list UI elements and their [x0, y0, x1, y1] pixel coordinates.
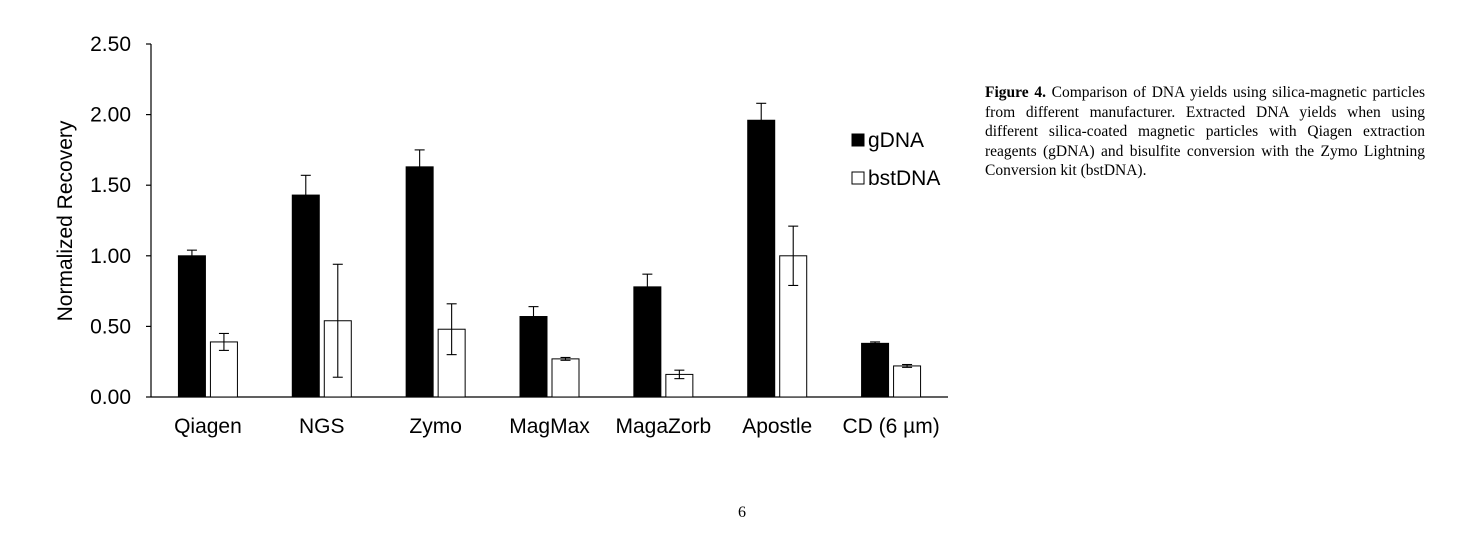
- x-tick-label: Zymo: [409, 415, 462, 438]
- error-bar: [528, 306, 539, 327]
- bar-gdna: [291, 194, 320, 398]
- error-bar: [332, 263, 343, 378]
- bar-gdna: [519, 316, 548, 398]
- legend: gDNA bstDNA: [851, 129, 940, 190]
- error-bar: [186, 249, 197, 262]
- error-bar: [414, 149, 425, 185]
- x-tick-label: CD (6 µm): [842, 415, 939, 438]
- page-number: 6: [738, 504, 746, 521]
- figure-caption-label: Figure 4.: [985, 84, 1046, 101]
- x-tick-label: MagaZorb: [615, 415, 711, 438]
- error-bar: [756, 102, 767, 138]
- y-tick-label: 1.00: [90, 245, 131, 268]
- error-bar: [642, 273, 653, 301]
- figure-caption: Figure 4. Comparison of DNA yields using…: [985, 83, 1425, 181]
- bar-gdna: [861, 342, 890, 398]
- error-bar: [218, 332, 229, 351]
- figure-caption-text: Comparison of DNA yields using silica-ma…: [985, 84, 1426, 179]
- legend-swatch-bstdna: [851, 171, 865, 185]
- error-bar: [446, 303, 457, 356]
- x-tick-label: Apostle: [742, 415, 812, 438]
- y-tick-label: 0.00: [90, 386, 131, 409]
- legend-swatch-gdna: [851, 133, 865, 147]
- error-bar: [560, 356, 571, 361]
- error-bar: [674, 369, 685, 380]
- x-tick-label: NGS: [299, 415, 345, 438]
- y-axis: 0.00 0.50 1.00 1.50 2.00 2.50: [90, 33, 152, 409]
- bar-gdna: [177, 255, 206, 398]
- y-tick-label: 0.50: [90, 315, 131, 338]
- error-bar: [788, 225, 799, 287]
- y-tick-label: 2.00: [90, 104, 131, 127]
- x-tick-label: MagMax: [509, 415, 590, 438]
- error-bar: [902, 363, 913, 368]
- bar-bstdna: [551, 358, 580, 398]
- bar-bstdna: [893, 365, 922, 398]
- y-tick-label: 2.50: [90, 33, 131, 56]
- x-axis: Qiagen NGS Zymo MagMax MagaZorb Apostle CD (6 …: [151, 396, 948, 438]
- error-bar: [870, 341, 881, 346]
- error-bar: [300, 174, 311, 216]
- legend-label-gdna: gDNA: [868, 129, 924, 152]
- y-tick-label: 1.50: [90, 174, 131, 197]
- bars: [177, 102, 922, 398]
- bar-gdna: [747, 119, 776, 398]
- bar-bstdna: [209, 341, 238, 398]
- bar-gdna: [633, 286, 662, 398]
- bar-gdna: [405, 166, 434, 398]
- y-axis-label: Normalized Recovery: [54, 120, 77, 321]
- x-tick-label: Qiagen: [174, 415, 242, 438]
- legend-label-bstdna: bstDNA: [868, 167, 940, 190]
